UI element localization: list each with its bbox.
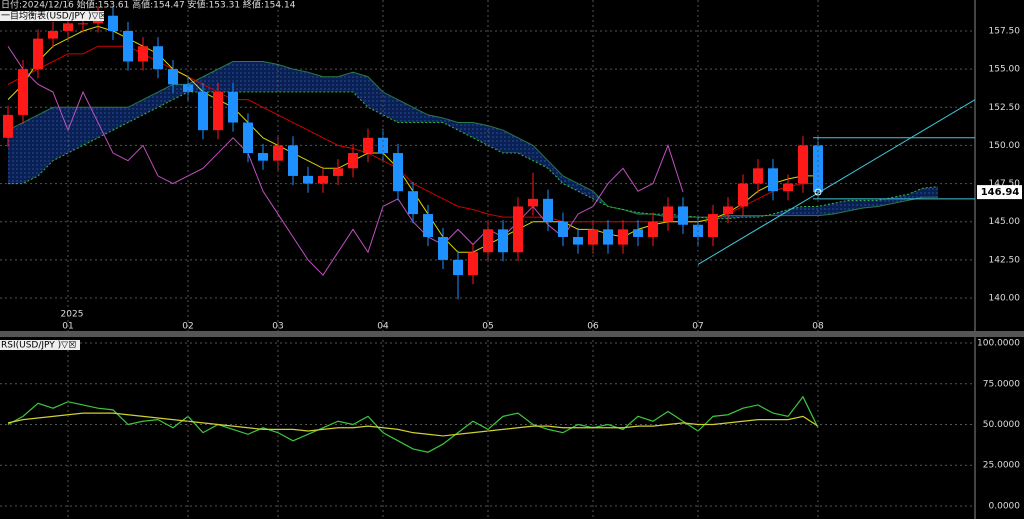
- x-tick-label: 07: [692, 322, 703, 332]
- candle-body: [798, 145, 808, 184]
- candle-body: [423, 214, 433, 237]
- span-b-line: [7, 60, 938, 218]
- candle-body: [723, 206, 733, 215]
- x-tick-label: 03: [272, 322, 283, 332]
- candle-body: [408, 191, 418, 215]
- axes: 140.00 142.50 145.00 147.50 150.00 152.50 155.…: [61, 0, 1022, 519]
- x-tick-label: 02: [182, 322, 193, 332]
- x-tick-label: 04: [377, 322, 389, 332]
- candle-body: [573, 236, 583, 245]
- x-tick-label: 06: [587, 322, 599, 332]
- candle-body: [498, 229, 508, 253]
- y-tick-label: 157.50: [989, 26, 1021, 36]
- span-a-line: [8, 91, 939, 220]
- rsi-label-bg: [0, 340, 80, 350]
- candle-body: [348, 153, 358, 169]
- candle-body: [213, 92, 223, 131]
- candle-body: [543, 198, 553, 222]
- main-plot: [0, 6, 975, 300]
- y-tick-label: 75.0000: [983, 379, 1020, 389]
- candle-body: [783, 183, 793, 192]
- y-tick-label: 155.00: [989, 65, 1021, 75]
- x-tick-label: 01: [62, 322, 73, 332]
- candle-body: [228, 92, 238, 123]
- candle-body: [273, 145, 283, 161]
- candle-body: [603, 229, 613, 245]
- candle-body: [168, 69, 178, 85]
- y-tick-label: 147.50: [989, 179, 1021, 189]
- candle-body: [63, 23, 73, 31]
- candle-body: [513, 206, 523, 253]
- candle-body: [153, 46, 163, 70]
- candle-body: [648, 221, 658, 237]
- candle-body: [558, 221, 568, 237]
- candle-body: [33, 38, 43, 70]
- candle-body: [303, 175, 313, 184]
- candle-body: [288, 145, 298, 176]
- candle-body: [243, 122, 253, 154]
- candle-body: [768, 168, 778, 192]
- rsi-line: [7, 412, 819, 437]
- indicator-label: 一目均衡表(USD/JPY )▽☒: [1, 10, 107, 22]
- y-tick-label: 152.50: [989, 103, 1021, 113]
- candle-body: [3, 114, 13, 138]
- indicator-label-bg: [0, 11, 104, 21]
- y-tick-label: 140.00: [989, 294, 1021, 304]
- candle-body: [708, 214, 718, 237]
- current-price: 146.94: [981, 187, 1020, 198]
- x-tick-label: 05: [482, 322, 493, 332]
- candle-body: [468, 252, 478, 276]
- candle-body: [753, 168, 763, 184]
- candle-body: [138, 46, 148, 62]
- rsi-line: [7, 395, 819, 453]
- x-tick-label: 08: [812, 322, 824, 332]
- candle-body: [123, 30, 133, 62]
- y-tick-label: 142.50: [989, 255, 1021, 265]
- rsi-plot: [0, 342, 975, 507]
- candle-body: [528, 198, 538, 207]
- candle-body: [333, 168, 343, 176]
- candle-body: [78, 23, 88, 25]
- rsi-label: RSI(USD/JPY )▽☒: [1, 341, 76, 351]
- candle-body: [663, 206, 673, 222]
- y-tick-label: 150.00: [989, 141, 1021, 151]
- panel-separator: [0, 331, 1024, 337]
- header-info: 日付:2024/12/16 始値:153.61 高値:154.47 安値:153…: [1, 0, 296, 11]
- candle-body: [198, 92, 208, 131]
- candle-body: [48, 30, 58, 39]
- candle-body: [108, 15, 118, 31]
- price-box: [977, 185, 1022, 200]
- year-label: 2025: [61, 310, 84, 320]
- candle-body: [438, 236, 448, 260]
- candle-body: [813, 145, 823, 193]
- candle-body: [678, 206, 688, 225]
- candle-body: [393, 153, 403, 192]
- trend-line: [697, 99, 975, 265]
- y-tick-label: 145.00: [989, 217, 1021, 227]
- candle-body: [258, 153, 268, 161]
- candle-body: [363, 137, 373, 154]
- y-tick-label: 0.0000: [989, 501, 1021, 511]
- chikou-line: [7, 45, 684, 276]
- candle-body: [453, 259, 463, 276]
- candle-body: [738, 183, 748, 207]
- candle-body: [633, 229, 643, 237]
- candle-body: [18, 69, 28, 115]
- candle-body: [618, 229, 628, 245]
- y-tick-label: 50.0000: [983, 420, 1020, 430]
- candle-body: [318, 175, 328, 184]
- kumo-cloud: [8, 61, 938, 219]
- y-tick-label: 25.0000: [983, 461, 1020, 471]
- y-tick-label: 100.0000: [977, 339, 1020, 349]
- candle-body: [183, 84, 193, 93]
